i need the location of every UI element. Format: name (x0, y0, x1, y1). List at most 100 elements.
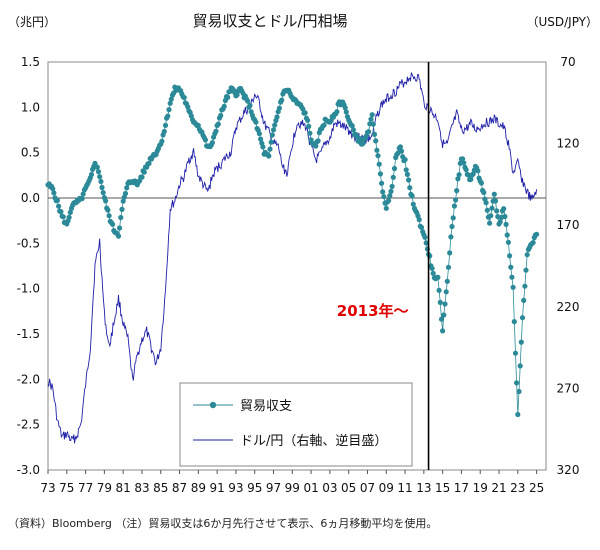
trade-balance-point (307, 130, 313, 136)
left-tick-label: -0.5 (17, 236, 40, 250)
chart-title: 貿易収支とドル/円相場 (192, 12, 347, 30)
annotation-label: 2013年～ (337, 302, 409, 320)
trade-balance-point (276, 105, 282, 111)
trade-balance-point (518, 339, 524, 345)
trade-balance-point (435, 274, 441, 280)
trade-balance-point (445, 264, 452, 270)
legend-box (179, 382, 413, 467)
trade-balance-point (202, 137, 208, 143)
trade-balance-point (475, 168, 481, 174)
trade-balance-point (245, 98, 251, 104)
x-tick-label: 25 (529, 481, 544, 495)
trade-balance-point (279, 97, 285, 103)
left-tick-label: -1.5 (17, 327, 40, 341)
trade-balance-point (450, 215, 456, 221)
trade-balance-point (409, 193, 415, 199)
trade-balance-point (441, 312, 447, 318)
x-tick-label: 75 (59, 481, 74, 495)
trade-balance-point (402, 157, 408, 163)
trade-balance-point (165, 113, 171, 119)
x-tick-label: 17 (454, 481, 469, 495)
trade-balance-point (161, 128, 167, 135)
trade-balance-point (215, 121, 221, 127)
trade-balance-point (454, 188, 460, 194)
trade-balance-point (119, 206, 125, 212)
trade-balance-point (258, 136, 264, 142)
trade-balance-point (447, 250, 453, 256)
trade-balance-point (260, 144, 266, 150)
x-tick-label: 13 (416, 481, 431, 495)
x-tick-label: 73 (40, 481, 55, 495)
trade-balance-point (56, 203, 62, 209)
trade-balance-point (97, 174, 103, 180)
trade-balance-point (349, 123, 355, 129)
right-tick-label: 170 (557, 218, 580, 232)
trade-balance-point (98, 178, 104, 185)
trade-balance-point (504, 232, 510, 238)
trade-balance-point (491, 191, 497, 197)
right-axis-unit: （USD/JPY） (526, 15, 598, 29)
trade-balance-point (522, 283, 528, 289)
trade-balance-point (501, 206, 507, 212)
trade-balance-point (58, 209, 64, 215)
trade-balance-point (369, 112, 375, 118)
trade-balance-point (122, 190, 129, 197)
trade-balance-point (221, 103, 227, 109)
trade-balance-point (460, 156, 466, 162)
x-tick-label: 83 (134, 481, 149, 495)
trade-balance-point (209, 140, 215, 146)
trade-balance-point (509, 274, 515, 280)
trade-balance-point (368, 116, 374, 122)
trade-balance-point (404, 171, 410, 177)
trade-balance-point (110, 221, 116, 227)
trade-balance-point (313, 143, 319, 149)
trade-balance-point (410, 201, 416, 207)
trade-balance-point (106, 213, 112, 219)
trade-balance-point (418, 224, 425, 230)
trade-balance-point (455, 176, 461, 182)
trade-balance-point (105, 207, 111, 213)
usdjpy-series (47, 72, 538, 444)
x-tick-label: 95 (247, 481, 262, 495)
trade-balance-point (478, 180, 484, 186)
trade-balance-point (373, 138, 379, 144)
right-axis-ticks: 70 120 170 220 270 320 (557, 55, 580, 477)
trade-balance-point (376, 161, 382, 167)
trade-balance-point (519, 315, 526, 321)
trade-balance-point (517, 363, 523, 369)
trade-balance-point (508, 264, 514, 270)
x-tick-label: 11 (397, 481, 412, 495)
trade-balance-point (377, 171, 383, 177)
trade-balance-point (168, 96, 174, 102)
right-tick-label: 70 (560, 55, 575, 69)
trade-balance-point (159, 138, 165, 144)
left-tick-label: 0.5 (21, 146, 40, 160)
trade-balance-point (66, 214, 72, 220)
trade-balance-point (370, 121, 376, 127)
trade-balance-point (456, 172, 462, 178)
trade-balance-point (225, 94, 231, 100)
trade-balance-point (162, 122, 169, 128)
trade-balance-point (272, 122, 278, 128)
trade-balance-point (167, 100, 173, 106)
trade-balance-point (386, 198, 392, 204)
trade-balance-point (141, 169, 147, 175)
trade-balance-point (213, 128, 219, 134)
trade-balance-point (350, 127, 356, 133)
left-tick-label: 0.0 (21, 191, 40, 205)
trade-balance-point (492, 198, 499, 204)
trade-balance-point (51, 190, 57, 196)
trade-balance-point (444, 278, 450, 284)
trade-balance-point (342, 105, 348, 111)
trade-balance-point (375, 153, 381, 159)
trade-balance-point (429, 265, 435, 271)
trade-balance-point (512, 350, 519, 356)
trade-balance-point (139, 174, 145, 180)
trade-balance-point (390, 174, 396, 180)
left-tick-label: -2.0 (17, 372, 40, 386)
x-tick-label: 05 (341, 481, 356, 495)
usdjpy-line (47, 72, 538, 444)
x-tick-label: 01 (303, 481, 318, 495)
trade-balance-point (497, 219, 503, 225)
